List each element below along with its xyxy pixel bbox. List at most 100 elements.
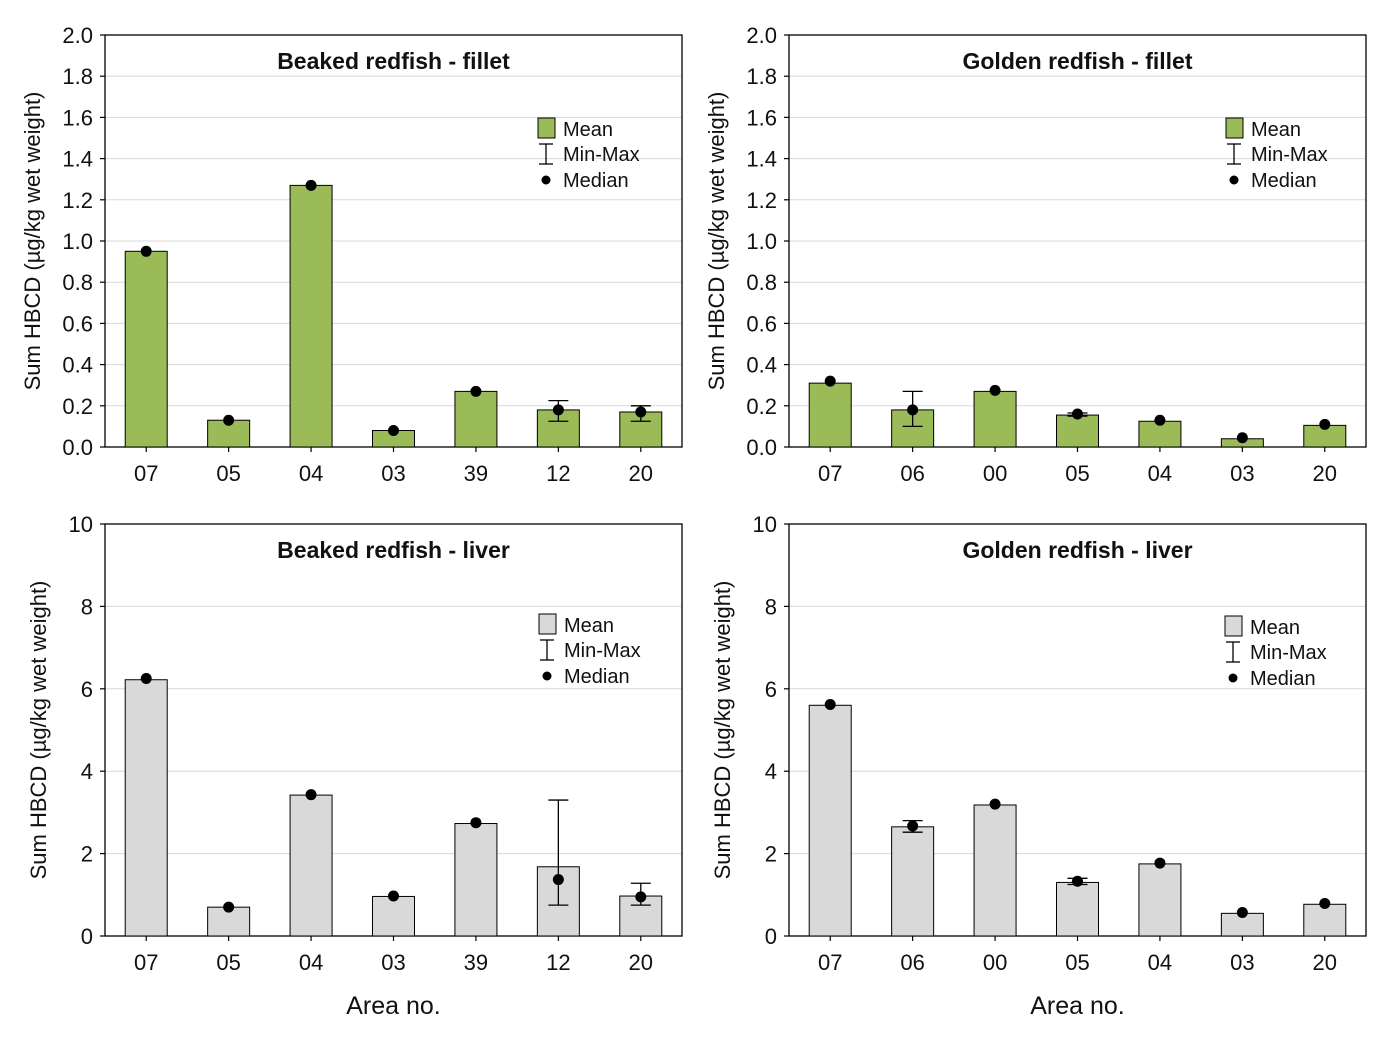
y-tick-label: 1.8 [62, 64, 93, 89]
y-tick-label: 10 [753, 512, 777, 537]
median-point [1072, 408, 1083, 420]
legend-median-label: Median [563, 170, 629, 192]
y-tick-label: 0.2 [62, 394, 93, 419]
legend-median-symbol [1229, 175, 1239, 185]
legend-median-symbol [542, 671, 552, 681]
median-point [470, 385, 482, 397]
bar [124, 250, 168, 448]
y-tick-label: 0.4 [746, 353, 777, 378]
legend-median-label: Median [1250, 668, 1316, 690]
x-tick-label: 04 [299, 461, 323, 486]
median-point [1319, 897, 1331, 909]
y-tick-label: 2 [765, 842, 777, 867]
legend-minmax-label: Min-Max [564, 640, 641, 662]
y-tick-label: 8 [81, 594, 93, 619]
median-point [223, 901, 235, 913]
legend-minmax-label: Min-Max [1251, 144, 1328, 166]
chart-title: Beaked redfish - liver [277, 537, 510, 563]
bar [1056, 881, 1099, 937]
median-point [388, 890, 399, 902]
x-tick-label: 03 [381, 950, 405, 975]
x-tick-label: 12 [546, 950, 570, 975]
x-tick-label: 07 [818, 950, 842, 975]
x-tick-label: 05 [216, 950, 240, 975]
chart-title: Beaked redfish - fillet [277, 48, 510, 74]
x-axis-label: Area no. [346, 992, 441, 1020]
y-tick-label: 10 [69, 512, 93, 537]
median-point [635, 891, 647, 903]
legend-mean-swatch [1224, 615, 1243, 637]
median-point [1154, 857, 1166, 869]
legend-median-symbol [1228, 673, 1238, 683]
legend-median-label: Median [564, 666, 630, 688]
legend-mean-label: Mean [1251, 119, 1301, 141]
median-point [1319, 418, 1331, 430]
y-tick-label: 1.8 [746, 64, 777, 89]
median-point [1236, 907, 1248, 919]
panel-golden-liver: 0 2 4 6 8 10 07 06 00 05 04 03 20 Golden redfish - li… [710, 512, 1367, 1020]
bar [1303, 903, 1347, 937]
y-tick-label: 1.2 [746, 188, 777, 213]
legend-mean-swatch [1225, 117, 1244, 139]
x-tick-label: 00 [983, 950, 1007, 975]
y-tick-label: 1.4 [746, 147, 777, 172]
legend-mean-label: Mean [564, 615, 614, 637]
legend-mean-swatch [537, 117, 556, 139]
x-tick-label: 39 [464, 461, 488, 486]
median-point [824, 375, 836, 387]
x-tick-label: 39 [464, 950, 488, 975]
y-tick-label: 0 [765, 924, 777, 949]
x-tick-label: 05 [1065, 950, 1089, 975]
x-tick-label: 06 [900, 461, 924, 486]
median-point [989, 384, 1001, 396]
chart-title: Golden redfish - fillet [962, 48, 1192, 74]
y-axis-label: Sum HBCD (µg/kg wet weight) [710, 581, 735, 880]
y-tick-label: 0 [81, 924, 93, 949]
x-tick-label: 07 [818, 461, 842, 486]
y-tick-label: 0.4 [62, 353, 93, 378]
x-tick-label: 04 [1148, 950, 1172, 975]
y-tick-label: 1.0 [62, 229, 93, 254]
x-tick-label: 07 [134, 461, 158, 486]
y-axis-label: Sum HBCD (µg/kg wet weight) [704, 92, 729, 391]
y-tick-label: 4 [765, 759, 777, 784]
median-point [140, 673, 152, 684]
x-tick-label: 20 [629, 461, 653, 486]
median-point [223, 414, 235, 426]
y-tick-label: 0.0 [62, 435, 93, 460]
y-tick-label: 6 [765, 677, 777, 702]
bar [454, 823, 498, 937]
x-tick-label: 05 [1065, 461, 1089, 486]
median-point [305, 789, 317, 801]
median-point [1154, 414, 1166, 426]
bar [808, 382, 852, 448]
y-tick-label: 1.6 [62, 105, 93, 130]
x-tick-label: 20 [1313, 950, 1337, 975]
median-point [470, 817, 482, 829]
y-axis-label: Sum HBCD (µg/kg wet weight) [26, 581, 51, 880]
legend-mean-label: Mean [1250, 617, 1300, 639]
y-tick-label: 2.0 [62, 23, 93, 48]
median-point [1072, 875, 1083, 887]
y-tick-label: 1.6 [746, 105, 777, 130]
x-tick-label: 03 [1230, 950, 1254, 975]
median-point [552, 404, 564, 416]
y-tick-label: 6 [81, 677, 93, 702]
bar [973, 804, 1017, 937]
y-tick-label: 0.6 [62, 311, 93, 336]
y-tick-label: 0.8 [62, 270, 93, 295]
legend-minmax-label: Min-Max [563, 144, 640, 166]
bar [808, 704, 852, 937]
x-tick-label: 04 [299, 950, 323, 975]
legend-minmax-label: Min-Max [1250, 642, 1327, 664]
median-point [907, 404, 919, 416]
x-tick-label: 20 [1313, 461, 1337, 486]
y-tick-label: 0.2 [746, 394, 777, 419]
bar [454, 390, 498, 448]
panel-beaked-liver: 0 2 4 6 8 10 07 05 04 03 39 12 20 Beaked redfish - li… [26, 512, 683, 1020]
bar [891, 826, 935, 937]
x-tick-label: 05 [216, 461, 240, 486]
x-tick-label: 12 [546, 461, 570, 486]
y-tick-label: 1.2 [62, 188, 93, 213]
legend-mean-swatch [538, 613, 557, 635]
